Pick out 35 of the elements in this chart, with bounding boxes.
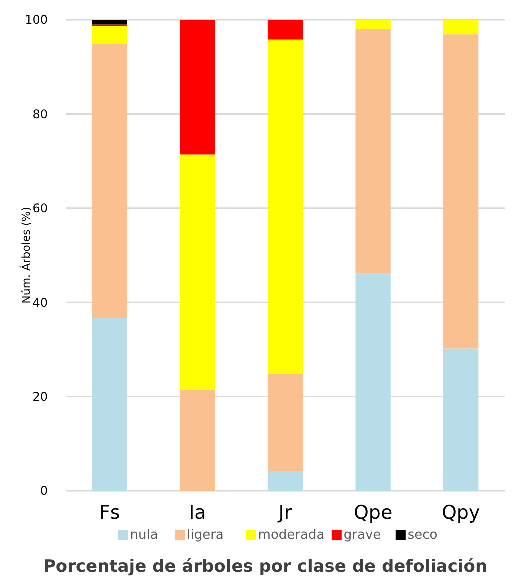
bar: [356, 28, 391, 274]
legend-label: grave: [344, 528, 382, 543]
bar: [356, 274, 391, 491]
legend-label: ligera: [187, 528, 224, 543]
y-tick-label: 100: [25, 13, 48, 28]
bar: [92, 318, 128, 491]
y-axis-title: Núm. Árboles (%): [19, 207, 33, 304]
legend-label: moderada: [258, 528, 325, 543]
y-tick-label: 40: [32, 296, 48, 310]
bar: [180, 154, 216, 390]
y-tick-label: 80: [32, 107, 48, 122]
legend-label: seco: [408, 528, 438, 543]
x-tick-label: Jr: [278, 502, 292, 524]
x-tick-label: Ia: [189, 502, 206, 524]
y-tick-label: 60: [32, 202, 48, 216]
bar: [444, 348, 479, 491]
legend-label: nula: [130, 528, 158, 543]
bar: [92, 20, 128, 25]
bar: [268, 471, 304, 491]
x-tick-label: Fs: [99, 502, 120, 524]
bar: [92, 26, 128, 44]
bar: [268, 40, 304, 374]
x-tick-label: Qpe: [354, 502, 393, 524]
y-tick-label: 20: [32, 390, 48, 404]
text: Porcentaje de árboles por clase de defoliación: [43, 557, 488, 577]
bar: [444, 20, 479, 35]
bar: [356, 20, 391, 29]
y-tick-label: 0: [40, 484, 48, 498]
bar: [180, 20, 216, 155]
bar: [268, 20, 304, 40]
bar: [268, 374, 304, 472]
bar: [92, 44, 128, 318]
bar: [180, 390, 216, 491]
bar: [444, 34, 479, 349]
x-tick-label: Qpy: [442, 502, 480, 524]
